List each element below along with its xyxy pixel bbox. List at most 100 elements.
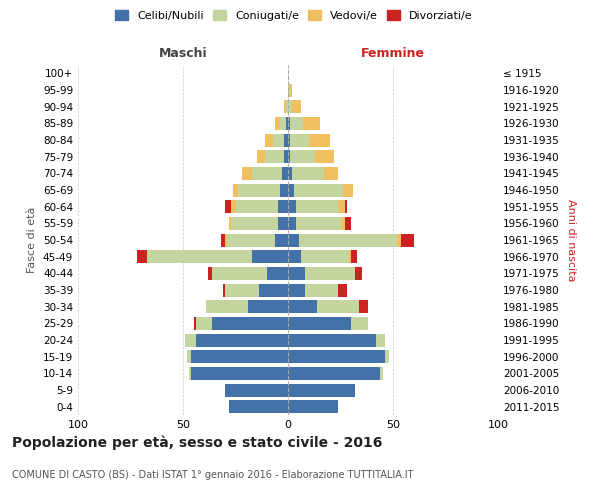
Bar [191,367,288,380]
Bar [284,134,288,146]
Bar [229,400,288,413]
Bar [288,84,290,96]
Bar [288,300,359,313]
Bar [288,317,368,330]
Bar [288,117,320,130]
Text: COMUNE DI CASTO (BS) - Dati ISTAT 1° gennaio 2016 - Elaborazione TUTTITALIA.IT: COMUNE DI CASTO (BS) - Dati ISTAT 1° gen… [12,470,413,480]
Bar [288,267,361,280]
Bar [288,184,295,196]
Bar [275,234,288,246]
Bar [235,200,288,213]
Legend: Celibi/Nubili, Coniugati/e, Vedovi/e, Divorziati/e: Celibi/Nubili, Coniugati/e, Vedovi/e, Di… [111,6,477,25]
Bar [288,184,353,196]
Bar [257,150,288,163]
Bar [288,184,343,196]
Bar [242,167,288,180]
Bar [288,384,355,396]
Bar [288,134,290,146]
Bar [225,384,288,396]
Bar [238,184,288,196]
Bar [288,384,355,396]
Text: Maschi: Maschi [158,47,208,60]
Bar [242,167,288,180]
Bar [288,150,334,163]
Bar [137,250,288,263]
Bar [288,200,347,213]
Bar [233,184,288,196]
Bar [227,234,288,246]
Bar [187,350,288,363]
Bar [225,384,288,396]
Bar [288,100,301,113]
Bar [288,400,338,413]
Bar [265,134,288,146]
Bar [206,300,288,313]
Bar [147,250,288,263]
Bar [288,200,296,213]
Bar [288,317,368,330]
Bar [288,117,290,130]
Bar [248,300,288,313]
Bar [288,184,353,196]
Bar [288,367,383,380]
Bar [206,300,288,313]
Bar [225,384,288,396]
Bar [288,217,345,230]
Bar [221,234,288,246]
Bar [288,100,301,113]
Bar [288,367,380,380]
Bar [288,84,292,96]
Bar [288,250,351,263]
Bar [229,400,288,413]
Bar [189,367,288,380]
Bar [229,400,288,413]
Bar [185,334,288,346]
Bar [206,300,288,313]
Bar [274,134,288,146]
Bar [288,400,338,413]
Bar [196,317,288,330]
Bar [288,267,355,280]
Bar [288,117,320,130]
Bar [229,400,288,413]
Bar [212,267,288,280]
Bar [185,334,288,346]
Bar [288,284,305,296]
Bar [265,150,288,163]
Bar [233,184,288,196]
Bar [225,384,288,396]
Bar [288,250,358,263]
Bar [288,250,301,263]
Bar [187,350,288,363]
Bar [275,117,288,130]
Bar [193,317,288,330]
Bar [191,350,288,363]
Bar [280,117,288,130]
Bar [225,284,288,296]
Bar [288,317,368,330]
Bar [288,334,385,346]
Bar [288,367,383,380]
Bar [282,167,288,180]
Bar [280,184,288,196]
Bar [189,367,288,380]
Bar [288,150,290,163]
Bar [288,200,345,213]
Bar [212,267,288,280]
Bar [232,200,288,213]
Bar [232,217,288,230]
Bar [267,267,288,280]
Bar [288,234,299,246]
Bar [275,117,288,130]
Bar [288,300,359,313]
Bar [259,284,288,296]
Bar [288,100,292,113]
Bar [288,234,414,246]
Bar [277,200,288,213]
Bar [288,400,338,413]
Text: Femmine: Femmine [361,47,425,60]
Bar [288,300,317,313]
Bar [288,334,376,346]
Bar [229,217,288,230]
Bar [288,317,351,330]
